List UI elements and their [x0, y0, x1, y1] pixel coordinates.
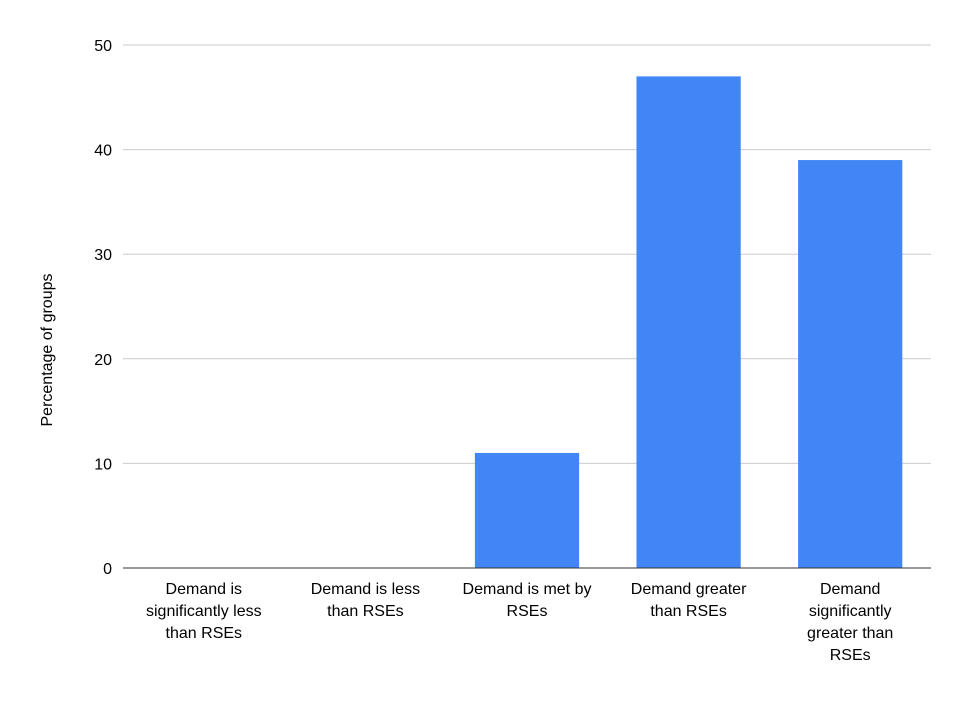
- x-category-label: Demand significantly greater than RSEs: [807, 581, 893, 664]
- y-tick-label: 20: [94, 352, 112, 369]
- y-tick-label: 10: [94, 456, 112, 473]
- y-tick-label: 0: [103, 561, 112, 578]
- y-tick-label: 30: [94, 247, 112, 264]
- x-category-label: Demand is significantly less than RSEs: [146, 581, 262, 642]
- x-category-label: Demand is met by RSEs: [463, 581, 592, 620]
- y-axis-title: Percentage of groups: [39, 274, 56, 427]
- y-tick-label: 40: [94, 143, 112, 160]
- bar-3: [474, 452, 580, 568]
- bars: [474, 76, 903, 568]
- y-tick-label: 50: [94, 38, 112, 55]
- gridlines: [123, 44, 931, 464]
- x-category-label: Demand greater than RSEs: [631, 581, 747, 620]
- bar-4: [636, 76, 741, 568]
- x-category-label: Demand is less than RSEs: [311, 581, 420, 620]
- labels: 0 10 20 30 40 50 Demand is significantly less th…: [94, 38, 893, 664]
- bar-5: [798, 160, 903, 568]
